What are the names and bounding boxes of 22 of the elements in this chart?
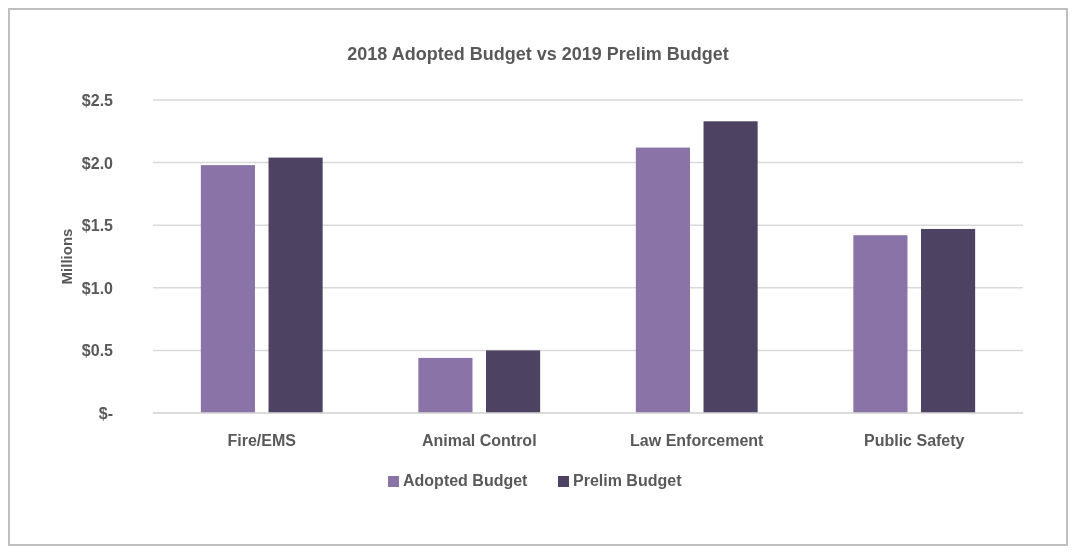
x-tick-label: Fire/EMS [227,432,297,449]
y-tick-label: $- [98,405,113,422]
y-tick-label: $0.5 [81,342,114,360]
bar [921,228,976,413]
bar [635,147,690,413]
y-tick-label: $2.5 [81,92,114,109]
bar [703,121,758,413]
bar [853,235,908,413]
bar [486,350,541,413]
x-tick-label: Public Safety [864,432,965,449]
legend-label: Prelim Budget [573,472,683,489]
y-tick-label: $2.0 [81,154,114,172]
bar [200,165,255,413]
chart-title: 2018 Adopted Budget vs 2019 Prelim Budget [347,44,729,64]
y-axis-title: Millions [58,228,75,285]
x-tick-label: Animal Control [421,432,537,449]
legend-label: Adopted Budget [403,472,529,489]
y-tick-label: $1.0 [81,279,114,297]
bar [268,157,323,413]
y-tick-label: $1.5 [81,217,114,235]
x-tick-label: Law Enforcement [630,432,765,449]
bar [418,357,473,413]
